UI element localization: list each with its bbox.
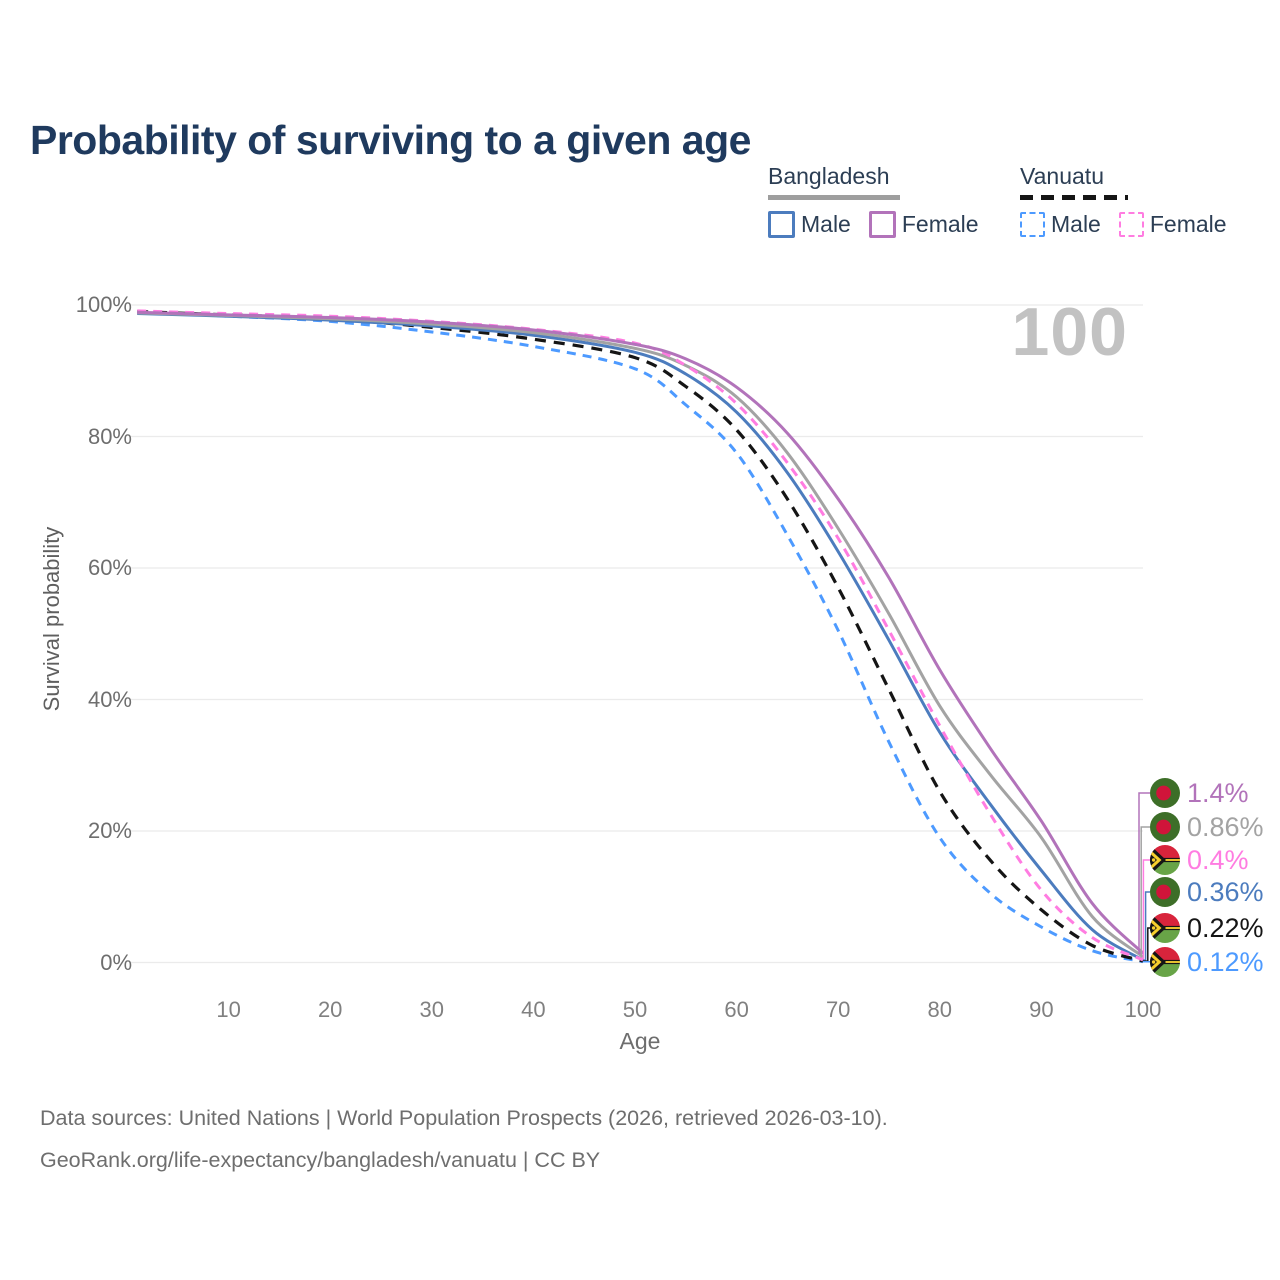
x-tick-10: 10	[216, 997, 241, 1022]
end-label-value: 0.4%	[1187, 844, 1249, 875]
end-label-connector-bd_male	[1143, 891, 1150, 961]
end-label-value: 0.36%	[1187, 876, 1264, 907]
legend-item-bangladesh-male[interactable]: Male	[768, 211, 851, 238]
attribution-note: GeoRank.org/life-expectancy/bangladesh/v…	[40, 1148, 601, 1172]
end-label-value: 0.22%	[1187, 912, 1264, 943]
end-label-bangladesh-both: 0.86%	[1150, 812, 1264, 842]
bangladesh-flag-icon	[1150, 812, 1180, 842]
end-label-value: 0.86%	[1187, 811, 1264, 842]
legend-country-vanuatu: Vanuatu	[1020, 163, 1104, 189]
y-tick-40%: 40%	[87, 686, 132, 712]
x-tick-40: 40	[521, 997, 546, 1022]
curve-bd_female	[137, 310, 1145, 955]
bangladesh-female-swatch-icon	[868, 211, 896, 238]
vanuatu-female-swatch-icon	[1118, 212, 1144, 237]
legend-group-vanuatu: Vanuatu Male Female	[1020, 163, 1227, 238]
x-tick-50: 50	[622, 997, 648, 1022]
y-tick-60%: 60%	[87, 555, 132, 580]
legend-country-bangladesh: Bangladesh	[768, 163, 890, 189]
y-tick-80%: 80%	[87, 423, 132, 449]
end-label-value: 0.12%	[1187, 946, 1264, 977]
bangladesh-linestyle-swatch	[768, 195, 900, 200]
vanuatu-flag-icon	[1150, 947, 1180, 977]
end-label-connector-bd_both	[1140, 826, 1150, 958]
end-label-vanuatu-female: 0.4%	[1150, 845, 1249, 875]
x-axis-title: Age	[619, 1028, 661, 1054]
curve-bd_both	[137, 311, 1144, 958]
legend-item-label: Female	[901, 211, 979, 237]
legend-item-vanuatu-male[interactable]: Male	[1020, 211, 1101, 238]
x-tick-60: 60	[724, 997, 749, 1022]
legend-item-label: Male	[801, 211, 851, 237]
legend-group-bangladesh: Bangladesh Male Female	[768, 163, 979, 238]
curve-bd_male	[137, 312, 1144, 962]
vanuatu-flag-icon	[1150, 845, 1180, 875]
end-label-bangladesh-female: 1.4%	[1150, 778, 1249, 808]
x-tick-70: 70	[825, 997, 851, 1022]
curve-vu_male	[137, 310, 1144, 964]
x-tick-80: 80	[927, 997, 953, 1022]
bangladesh-flag-icon	[1150, 778, 1180, 808]
x-tick-100: 100	[1124, 997, 1162, 1022]
legend-item-label: Male	[1051, 211, 1101, 237]
x-tick-20: 20	[317, 997, 343, 1022]
legend-item-bangladesh-female[interactable]: Female	[868, 211, 979, 238]
y-tick-20%: 20%	[87, 818, 132, 843]
vanuatu-flag-icon	[1150, 913, 1180, 943]
x-tick-30: 30	[419, 997, 445, 1022]
age-counter-watermark: 100	[1011, 294, 1128, 370]
y-tick-100%: 100%	[75, 292, 132, 317]
legend-item-vanuatu-female[interactable]: Female	[1118, 211, 1227, 238]
end-label-vanuatu-male: 0.12%	[1150, 947, 1264, 977]
y-tick-0%: 0%	[100, 949, 132, 975]
page-title: Probability of surviving to a given age	[30, 117, 751, 164]
data-source-note: Data sources: United Nations | World Pop…	[40, 1106, 888, 1130]
bangladesh-flag-icon	[1150, 877, 1180, 907]
vanuatu-linestyle-swatch	[1020, 195, 1128, 200]
end-label-vanuatu-both: 0.22%	[1150, 913, 1264, 943]
bangladesh-male-swatch-icon	[768, 211, 795, 238]
curve-vu_both	[137, 310, 1144, 963]
legend-item-label: Female	[1149, 211, 1227, 237]
end-label-bangladesh-male: 0.36%	[1150, 877, 1264, 907]
vanuatu-male-swatch-icon	[1020, 212, 1045, 237]
x-tick-90: 90	[1029, 997, 1054, 1022]
end-label-connector-vu_female	[1142, 859, 1150, 961]
end-label-value: 1.4%	[1187, 777, 1249, 808]
